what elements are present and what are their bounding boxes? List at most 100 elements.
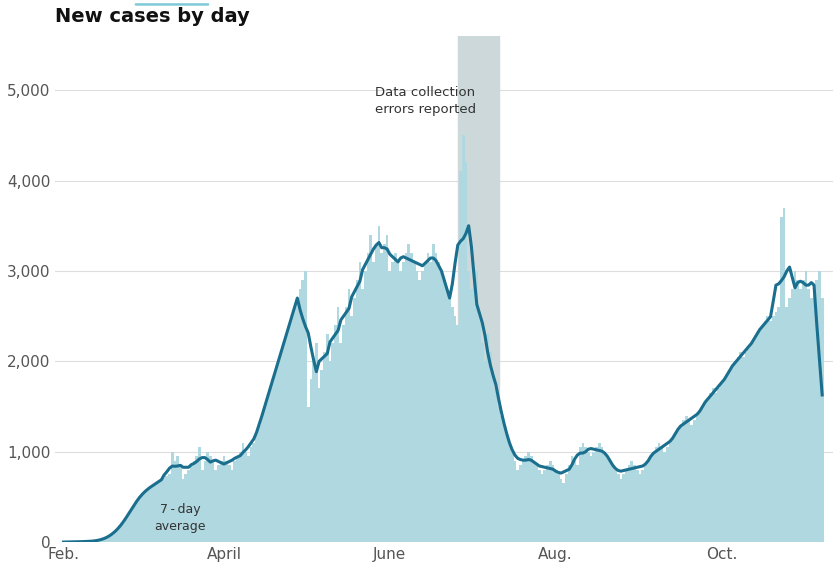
Bar xyxy=(413,262,416,542)
Bar xyxy=(764,321,766,542)
Bar xyxy=(152,485,155,542)
Bar xyxy=(253,443,255,542)
Bar xyxy=(302,280,304,542)
Bar xyxy=(291,316,293,542)
Bar xyxy=(157,481,160,542)
Bar xyxy=(491,370,495,542)
Bar xyxy=(201,470,203,542)
Bar xyxy=(748,348,750,542)
Bar xyxy=(424,262,427,542)
Bar xyxy=(209,456,212,542)
Bar xyxy=(612,465,614,542)
Bar xyxy=(192,461,196,542)
Bar xyxy=(174,461,176,542)
Bar xyxy=(432,244,434,542)
Bar xyxy=(810,298,812,542)
Bar xyxy=(176,456,179,542)
Bar xyxy=(266,398,269,542)
Bar xyxy=(130,509,133,542)
Bar xyxy=(405,253,407,542)
Bar xyxy=(557,475,559,542)
Bar xyxy=(750,343,753,542)
Bar xyxy=(280,352,282,542)
Bar xyxy=(214,470,217,542)
Bar xyxy=(326,334,328,542)
Bar xyxy=(506,434,508,542)
Bar xyxy=(495,389,497,542)
Bar xyxy=(524,456,528,542)
Bar xyxy=(574,461,576,542)
Bar xyxy=(223,456,225,542)
Bar xyxy=(480,343,484,542)
Bar xyxy=(244,452,247,542)
Bar xyxy=(723,380,726,542)
Bar xyxy=(581,443,585,542)
Bar xyxy=(655,447,658,542)
Bar xyxy=(625,470,627,542)
Bar xyxy=(603,452,606,542)
Bar xyxy=(546,465,549,542)
Bar xyxy=(696,415,698,542)
Bar xyxy=(331,343,334,542)
Bar xyxy=(150,487,152,542)
Bar xyxy=(328,361,331,542)
Bar xyxy=(323,352,326,542)
Bar xyxy=(451,307,454,542)
Bar xyxy=(753,339,755,542)
Bar xyxy=(144,490,146,542)
Bar xyxy=(312,361,315,542)
Bar xyxy=(165,476,168,542)
Bar xyxy=(511,452,513,542)
Bar xyxy=(791,289,794,542)
Bar xyxy=(438,262,440,542)
Bar xyxy=(348,289,350,542)
Bar xyxy=(497,407,500,542)
Bar xyxy=(459,171,462,542)
Bar xyxy=(234,461,236,542)
Bar xyxy=(106,538,108,542)
Bar xyxy=(108,537,111,542)
Bar xyxy=(434,253,438,542)
Bar xyxy=(320,370,323,542)
Bar xyxy=(745,352,748,542)
Bar xyxy=(462,135,465,542)
Bar xyxy=(698,411,701,542)
Bar xyxy=(785,307,788,542)
Bar xyxy=(579,447,581,542)
Bar xyxy=(807,289,810,542)
Bar xyxy=(530,456,533,542)
Bar xyxy=(310,380,312,542)
Bar xyxy=(513,461,517,542)
Bar xyxy=(508,443,511,542)
Bar xyxy=(377,226,381,542)
Bar xyxy=(394,253,396,542)
Bar xyxy=(671,438,674,542)
Bar xyxy=(720,384,723,542)
Bar xyxy=(543,470,546,542)
Bar xyxy=(663,452,666,542)
Bar xyxy=(342,325,345,542)
Bar xyxy=(489,352,491,542)
Bar xyxy=(367,253,370,542)
Bar xyxy=(269,389,271,542)
Bar xyxy=(533,461,535,542)
Bar xyxy=(350,316,353,542)
Bar xyxy=(364,271,367,542)
Bar xyxy=(264,407,266,542)
Bar xyxy=(198,447,201,542)
Bar xyxy=(690,424,693,542)
Bar xyxy=(304,271,307,542)
Bar xyxy=(660,447,663,542)
Bar xyxy=(774,312,777,542)
Bar xyxy=(388,271,391,542)
Bar xyxy=(680,424,682,542)
Bar xyxy=(812,289,816,542)
Bar xyxy=(429,262,432,542)
Bar xyxy=(592,452,595,542)
Bar xyxy=(631,461,633,542)
Bar xyxy=(622,475,625,542)
Bar xyxy=(181,479,185,542)
Bar xyxy=(402,262,405,542)
Bar xyxy=(601,447,603,542)
Bar xyxy=(799,289,802,542)
